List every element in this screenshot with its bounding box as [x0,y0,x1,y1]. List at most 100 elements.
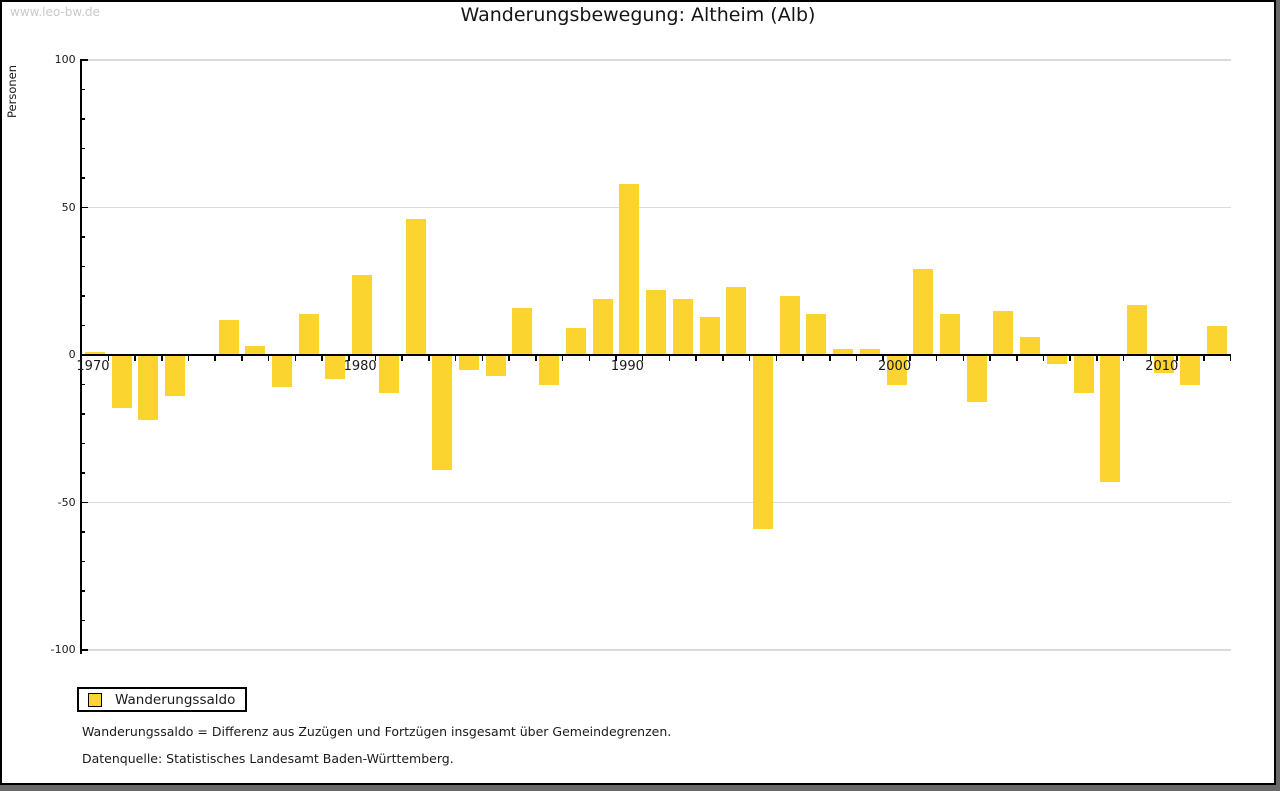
y-tick-label-0: 0 [68,348,76,361]
bar-1992 [672,298,693,355]
bar-1987 [539,355,560,385]
y-minor-tick [81,324,86,327]
bar-2002 [940,313,960,355]
x-tick [508,356,510,361]
x-tick [161,356,163,361]
bar-2007 [1073,355,1094,394]
x-tick-label-1990: 1990 [610,359,644,374]
bar-1991 [646,290,667,355]
x-tick [775,356,778,361]
y-minor-tick [81,118,86,120]
legend: Wanderungssaldo [77,687,247,712]
x-tick [802,356,804,361]
x-tick [855,356,858,361]
bar-1983 [432,355,453,471]
y-tick-label-100: 100 [54,53,76,66]
bar-2003 [966,355,987,403]
bar-2004 [993,310,1014,355]
bar-1979 [325,355,346,379]
x-tick [962,356,965,361]
x-tick [107,356,110,361]
y-tick-100 [81,59,88,61]
y-minor-tick [81,88,86,91]
y-minor-tick [81,177,86,179]
x-tick [588,356,591,361]
x-tick [187,356,190,361]
x-tick [428,356,430,361]
y-minor-tick [81,619,86,622]
chart-title: Wanderungsbewegung: Altheim (Alb) [460,4,816,26]
x-tick [829,356,831,361]
x-tick [214,356,216,361]
bar-1975 [218,319,239,355]
x-tick [294,356,297,361]
x-tick [267,356,270,361]
bar-2009 [1127,304,1148,355]
bar-2001 [913,269,934,355]
y-minor-tick [81,590,86,592]
x-tick [561,356,564,361]
bar-1990 [619,183,640,355]
gridline-100 [81,59,1231,61]
y-minor-tick [81,472,86,474]
y-minor-tick [81,265,86,268]
y-tick-label-50: 50 [61,200,76,214]
x-tick-label-2010: 2010 [1145,359,1179,374]
gridline--50 [81,501,1231,504]
x-tick [695,356,697,361]
x-tick [641,356,644,361]
x-tick [1149,356,1152,361]
bar-1980 [352,275,373,355]
y-tick--50 [81,501,88,504]
x-tick [1122,356,1125,361]
bar-1994 [726,287,747,355]
bar-1981 [378,355,399,394]
x-tick [481,356,484,361]
bar-1996 [779,296,800,355]
x-tick [241,356,243,361]
x-tick [1096,356,1098,361]
x-tick [1229,356,1232,361]
y-minor-tick [81,413,86,415]
bar-1995 [752,355,773,530]
bar-1984 [459,355,480,370]
gridline--100 [81,649,1231,651]
y-tick-label--50: -50 [57,495,76,509]
legend-swatch [88,692,102,707]
y-tick--100 [81,649,88,651]
y-minor-tick [81,147,86,150]
y-minor-tick [81,295,86,297]
bar-1970 [84,352,105,355]
x-tick [668,356,671,361]
bar-1972 [138,355,159,420]
x-tick [1176,356,1178,361]
bar-1989 [592,298,613,355]
x-tick [374,356,377,361]
x-tick [882,356,884,361]
watermark: www.leo-bw.de [10,5,100,19]
y-minor-tick [81,531,86,533]
y-minor-tick [81,560,86,563]
x-tick [1203,356,1205,361]
x-tick [722,356,724,361]
x-tick [535,356,537,361]
bar-2006 [1046,355,1067,364]
x-axis [79,354,1231,356]
x-tick [1042,356,1045,361]
footnote-definition: Wanderungssaldo = Differenz aus Zuzügen … [82,724,672,739]
y-tick-0 [81,354,88,356]
gridline-50 [81,206,1231,209]
bar-1982 [405,219,426,355]
x-tick [748,356,751,361]
bar-1997 [806,313,827,355]
bar-1988 [565,328,586,355]
bar-1998 [833,349,854,355]
bar-2012 [1207,325,1228,355]
bar-2005 [1020,337,1041,355]
bar-2000 [886,355,907,385]
bar-1993 [699,316,720,355]
y-tick-50 [81,206,88,209]
bar-1977 [272,355,292,388]
x-tick [134,356,136,361]
